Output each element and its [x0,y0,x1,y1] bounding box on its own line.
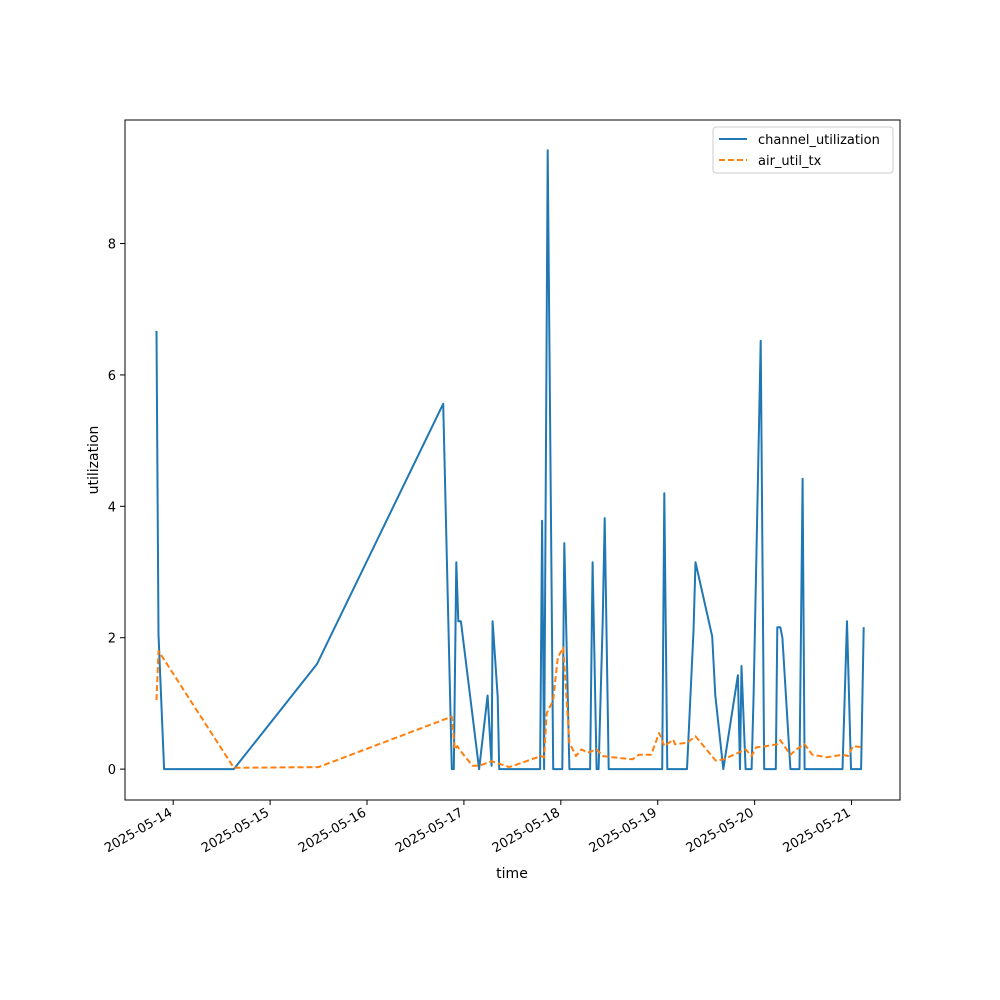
legend-entry-air-util-tx: air_util_tx [758,154,822,169]
series-line-air-util-tx [155,646,864,769]
legend-box [712,126,894,174]
y-tick-label: 0 [108,763,116,778]
y-tick-label: 4 [108,500,116,515]
plot-area-frame [124,119,901,801]
series-layer [155,149,865,771]
y-tick-label: 6 [108,369,116,384]
y-axis: 0 2 4 6 8 [108,238,125,778]
series-line-channel-utilization [155,149,865,771]
x-axis-label: time [496,866,528,882]
y-axis-label: utilization [86,426,102,495]
y-tick-label: 2 [108,632,116,647]
legend: channel_utilization air_util_tx [712,126,894,174]
y-tick-label: 8 [108,238,116,253]
legend-entry-channel-utilization: channel_utilization [758,133,880,148]
